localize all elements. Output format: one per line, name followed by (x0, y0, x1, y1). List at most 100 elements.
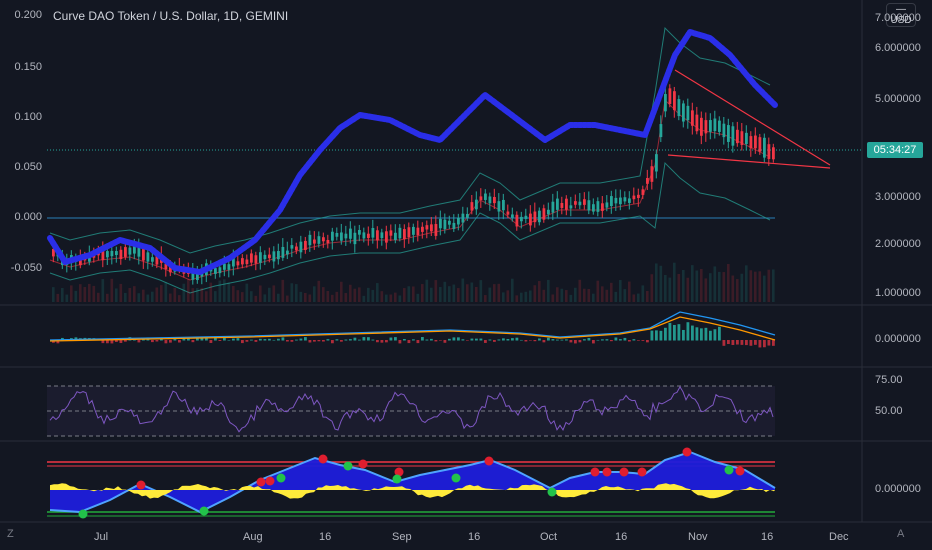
macd-histogram-bar (412, 339, 415, 341)
volume-bar (578, 279, 582, 302)
buy-signal-dot (547, 487, 557, 497)
candle-body (52, 248, 55, 257)
candle-body (227, 264, 231, 270)
candle-body (232, 257, 235, 267)
candle-body (241, 258, 244, 265)
candle-body (106, 251, 109, 258)
candle-body (538, 210, 541, 223)
volume-bar (718, 271, 721, 302)
sell-signal-dot (735, 466, 745, 476)
volume-bar (322, 287, 325, 302)
macd-histogram-bar (331, 340, 334, 344)
candle-body (313, 239, 316, 244)
candle-body (110, 250, 114, 257)
volume-bar (232, 286, 235, 302)
sell-signal-dot (256, 477, 266, 487)
candle-body (466, 213, 469, 218)
volume-bar (623, 289, 627, 302)
volume-bar (92, 285, 96, 302)
bollinger-lower (49, 161, 771, 294)
macd-histogram-bar (745, 340, 748, 346)
candle-body (583, 199, 586, 205)
volume-bar (74, 290, 78, 302)
volume-bar (205, 291, 208, 302)
volume-bar (362, 295, 366, 302)
left-axis-label: 0.000 (14, 211, 42, 223)
candle-body (349, 228, 352, 239)
macd-histogram-bar (623, 337, 627, 341)
candle-body (484, 193, 487, 200)
candle-body (664, 94, 667, 112)
candle-body (142, 249, 145, 261)
candle-body (340, 232, 343, 241)
candle-body (646, 178, 649, 184)
auto-scale-button[interactable]: A (897, 528, 905, 540)
volume-bar (227, 282, 231, 302)
volume-bar (151, 291, 154, 302)
macd-histogram-bar (313, 340, 316, 342)
buy-signal-dot (276, 473, 286, 483)
candle-body (560, 203, 564, 208)
macd-histogram-bar (736, 340, 739, 345)
time-axis-label: Sep (392, 531, 412, 543)
candle-body (317, 236, 321, 244)
macd-histogram-bar (349, 339, 352, 341)
candle-body (686, 105, 690, 121)
volume-bar (394, 292, 397, 302)
macd-histogram-bar (335, 339, 339, 341)
candle-body (380, 232, 384, 239)
volume-bar (488, 287, 492, 302)
macd-histogram-bar (664, 327, 667, 341)
candle-body (421, 226, 424, 232)
candle-body (772, 147, 775, 160)
macd-histogram-bar (200, 337, 204, 341)
volume-bar (191, 288, 195, 302)
volume-bar (209, 282, 213, 302)
candle-body (385, 231, 388, 243)
volume-bar (119, 283, 123, 302)
volume-bar (380, 291, 384, 302)
candle-body (268, 254, 271, 259)
candle-body (565, 198, 568, 210)
candle-body (457, 217, 460, 225)
macd-histogram-bar (520, 339, 523, 341)
chart-drawing-layer (47, 26, 831, 519)
candle-body (277, 251, 280, 260)
macd-histogram-bar (196, 337, 199, 341)
candle-body (367, 233, 370, 238)
oscillator-wave-area (50, 452, 775, 512)
macd-histogram-bar (592, 340, 595, 344)
volume-bar (610, 282, 613, 302)
macd-histogram-bar (272, 339, 276, 341)
candle-body (587, 200, 591, 211)
zoom-button[interactable]: Z (7, 528, 14, 540)
volume-bar (632, 294, 636, 302)
candle-body (304, 240, 307, 251)
volume-bar (241, 292, 244, 302)
volume-bar (214, 291, 217, 302)
macd-histogram-bar (511, 338, 514, 341)
macd-histogram-bar (547, 337, 550, 341)
sell-signal-dot (358, 459, 368, 469)
volume-bar (182, 283, 186, 302)
macd-histogram-bar (578, 340, 582, 343)
volume-bar (146, 294, 150, 302)
rsi-line (49, 385, 774, 433)
macd-histogram-bar (749, 340, 753, 346)
volume-bar (754, 271, 757, 302)
candle-body (704, 120, 708, 134)
price-axis-label: 1.000000 (875, 287, 921, 299)
candle-body (713, 118, 717, 132)
volume-bar (110, 278, 114, 302)
macd-histogram-bar (263, 339, 267, 341)
candle-body (326, 239, 330, 244)
candle-body (623, 197, 627, 202)
macd-histogram-bar (452, 337, 456, 341)
volume-bar (560, 288, 564, 302)
macd-histogram-bar (524, 340, 528, 342)
volume-bar (250, 291, 253, 302)
currency-selector[interactable]: — USD (886, 3, 916, 27)
sell-signal-dot (590, 467, 600, 477)
